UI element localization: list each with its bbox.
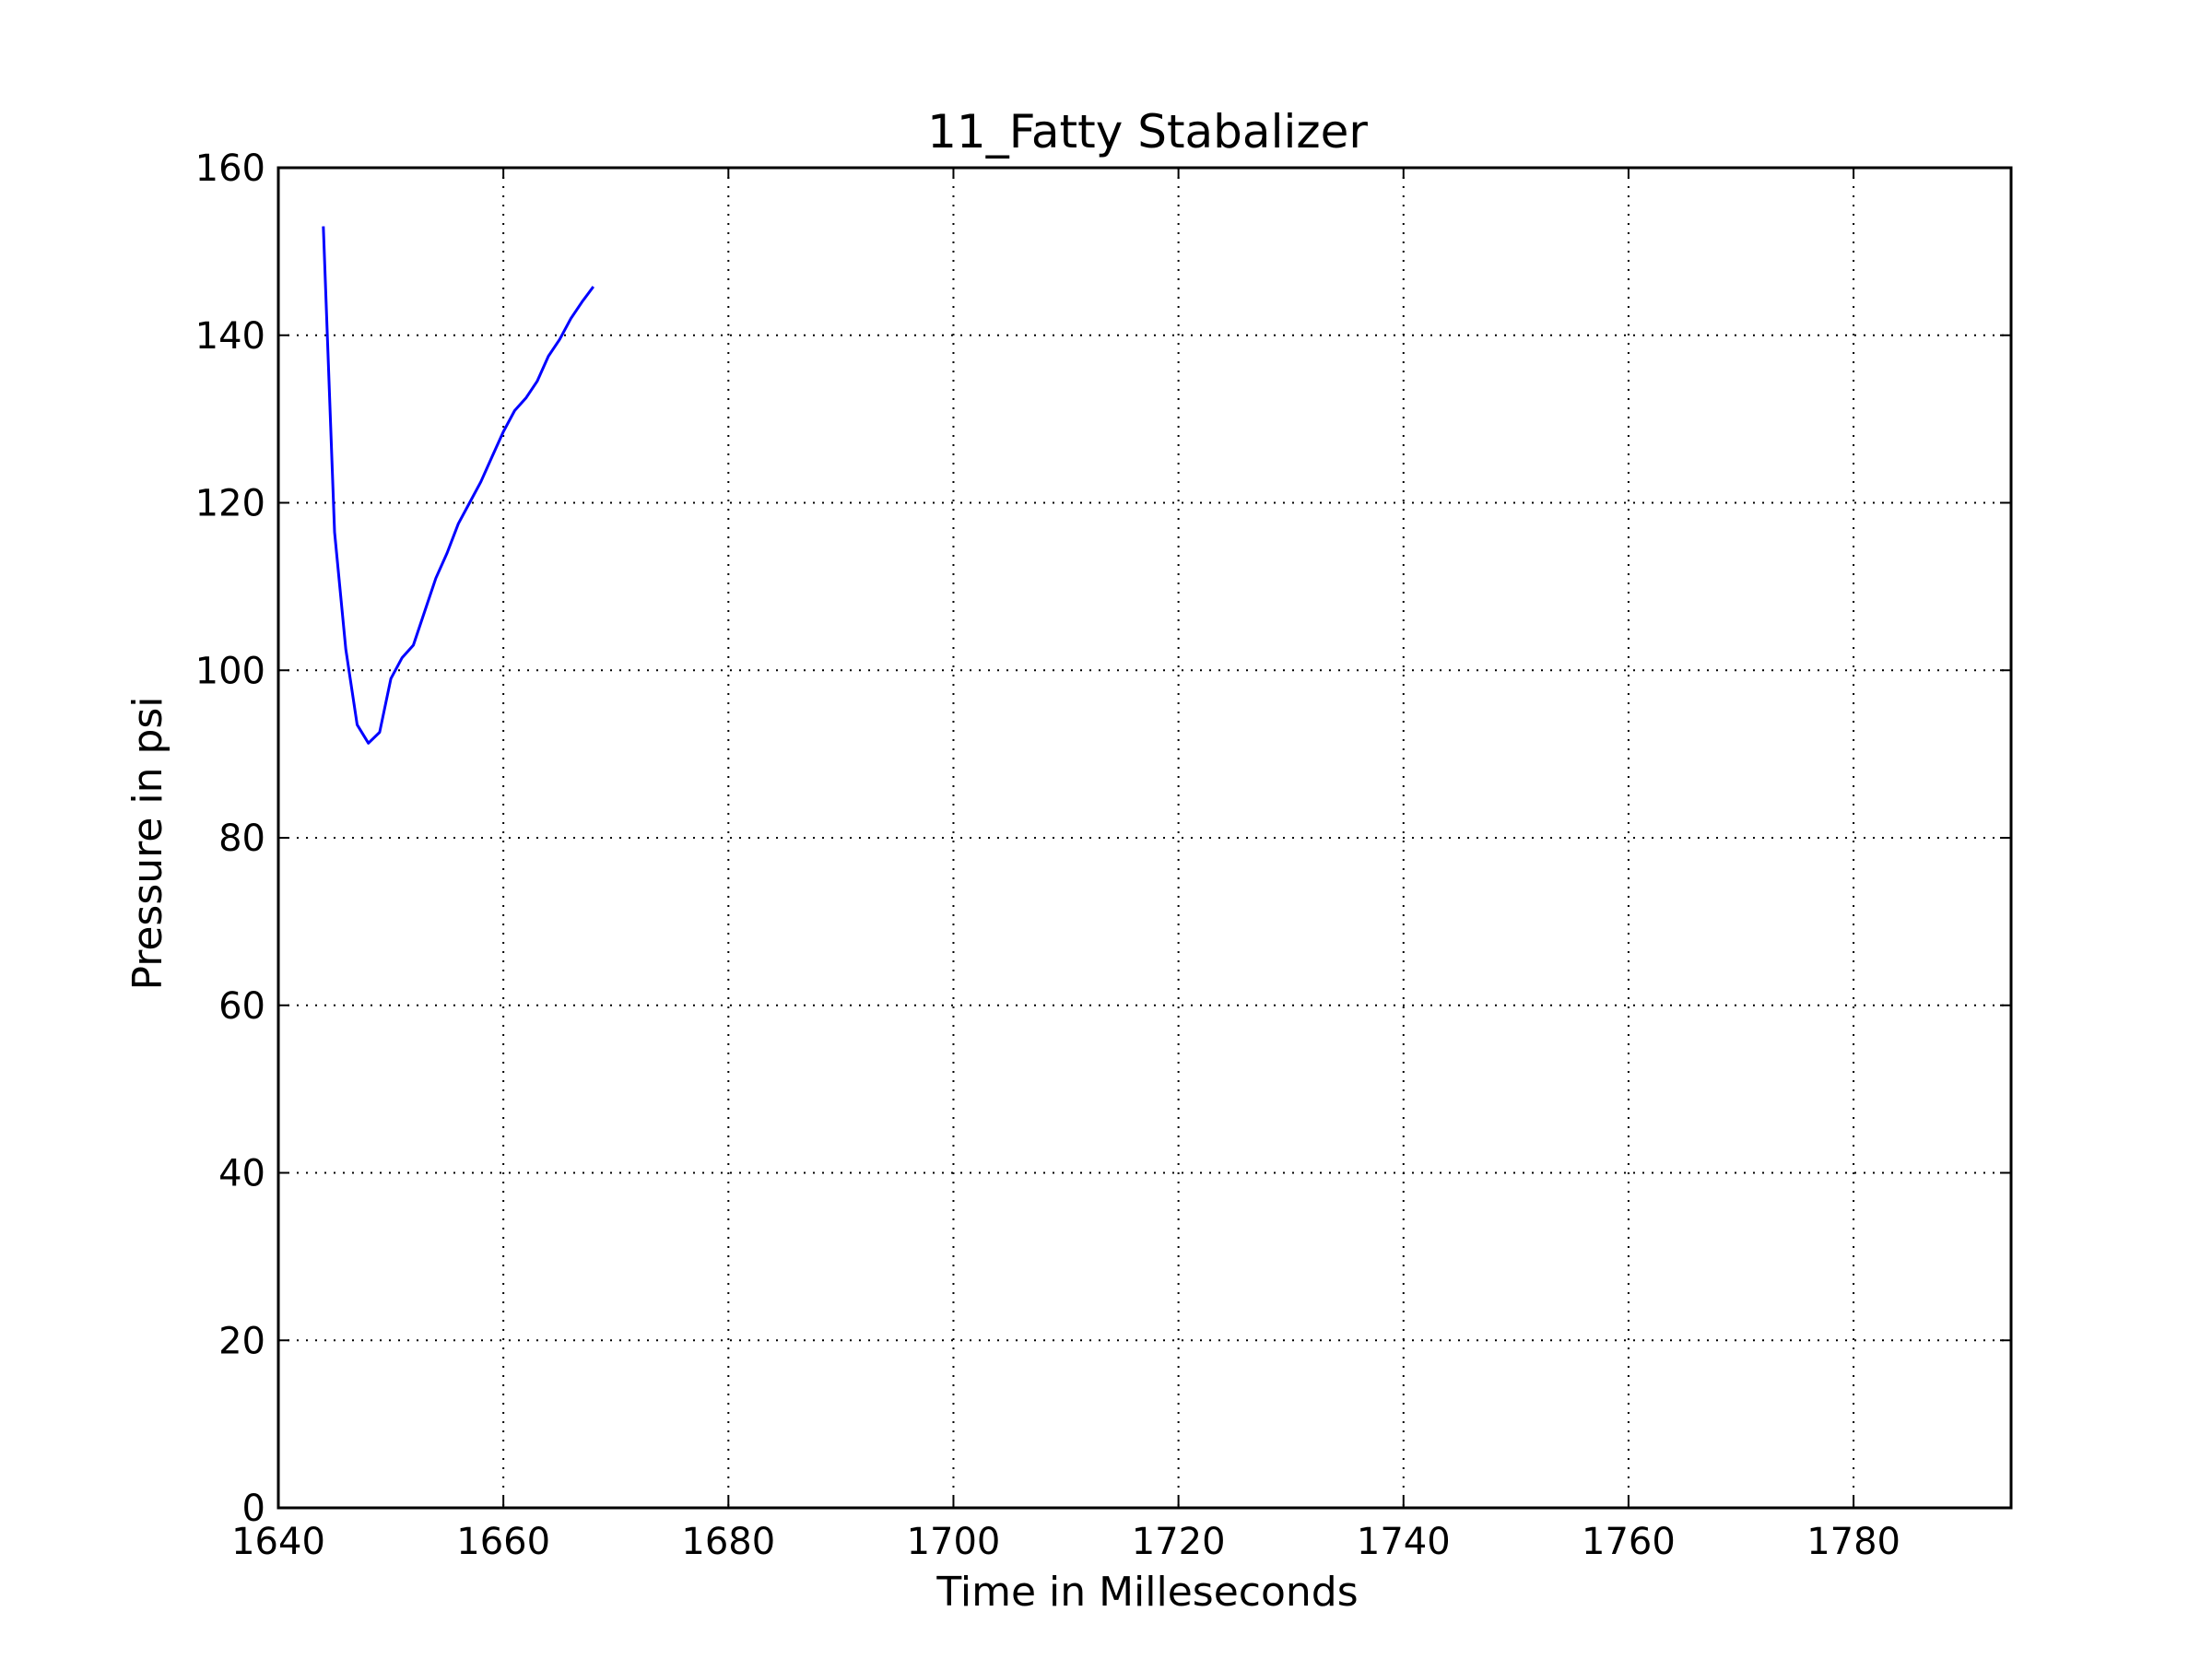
x-tick-label: 1760 [1582, 1521, 1676, 1563]
grid-lines [277, 167, 2011, 1509]
plot-frame [276, 166, 2013, 1510]
x-tick-label: 1700 [907, 1521, 1001, 1563]
y-tick-label: 20 [218, 1320, 265, 1362]
y-tick-label: 120 [195, 483, 265, 525]
y-tick-label: 160 [195, 147, 265, 190]
tick-labels: 1640 1660 1680 1700 1720 1740 1760 1780 0 20 40 60 8… [195, 147, 1900, 1563]
x-tick-label: 1660 [456, 1521, 550, 1563]
x-tick-label: 1780 [1806, 1521, 1900, 1563]
y-tick-label: 60 [218, 985, 265, 1028]
series-line-0 [322, 226, 595, 745]
y-tick-label: 80 [218, 818, 265, 860]
x-tick-label: 1680 [681, 1521, 775, 1563]
chart-title: 11_Fatty Stabalizer [927, 105, 1368, 159]
x-axis-label: Time in Milleseconds [935, 1569, 1358, 1616]
x-tick-label: 1740 [1357, 1521, 1451, 1563]
y-tick-label: 0 [242, 1488, 265, 1530]
x-tick-label: 1640 [231, 1521, 325, 1563]
series-group [322, 226, 595, 745]
y-tick-label: 100 [195, 650, 265, 692]
y-axis-label: Pressure in psi [124, 696, 171, 990]
y-tick-label: 140 [195, 315, 265, 358]
x-tick-label: 1720 [1132, 1521, 1226, 1563]
y-tick-label: 40 [218, 1153, 265, 1195]
